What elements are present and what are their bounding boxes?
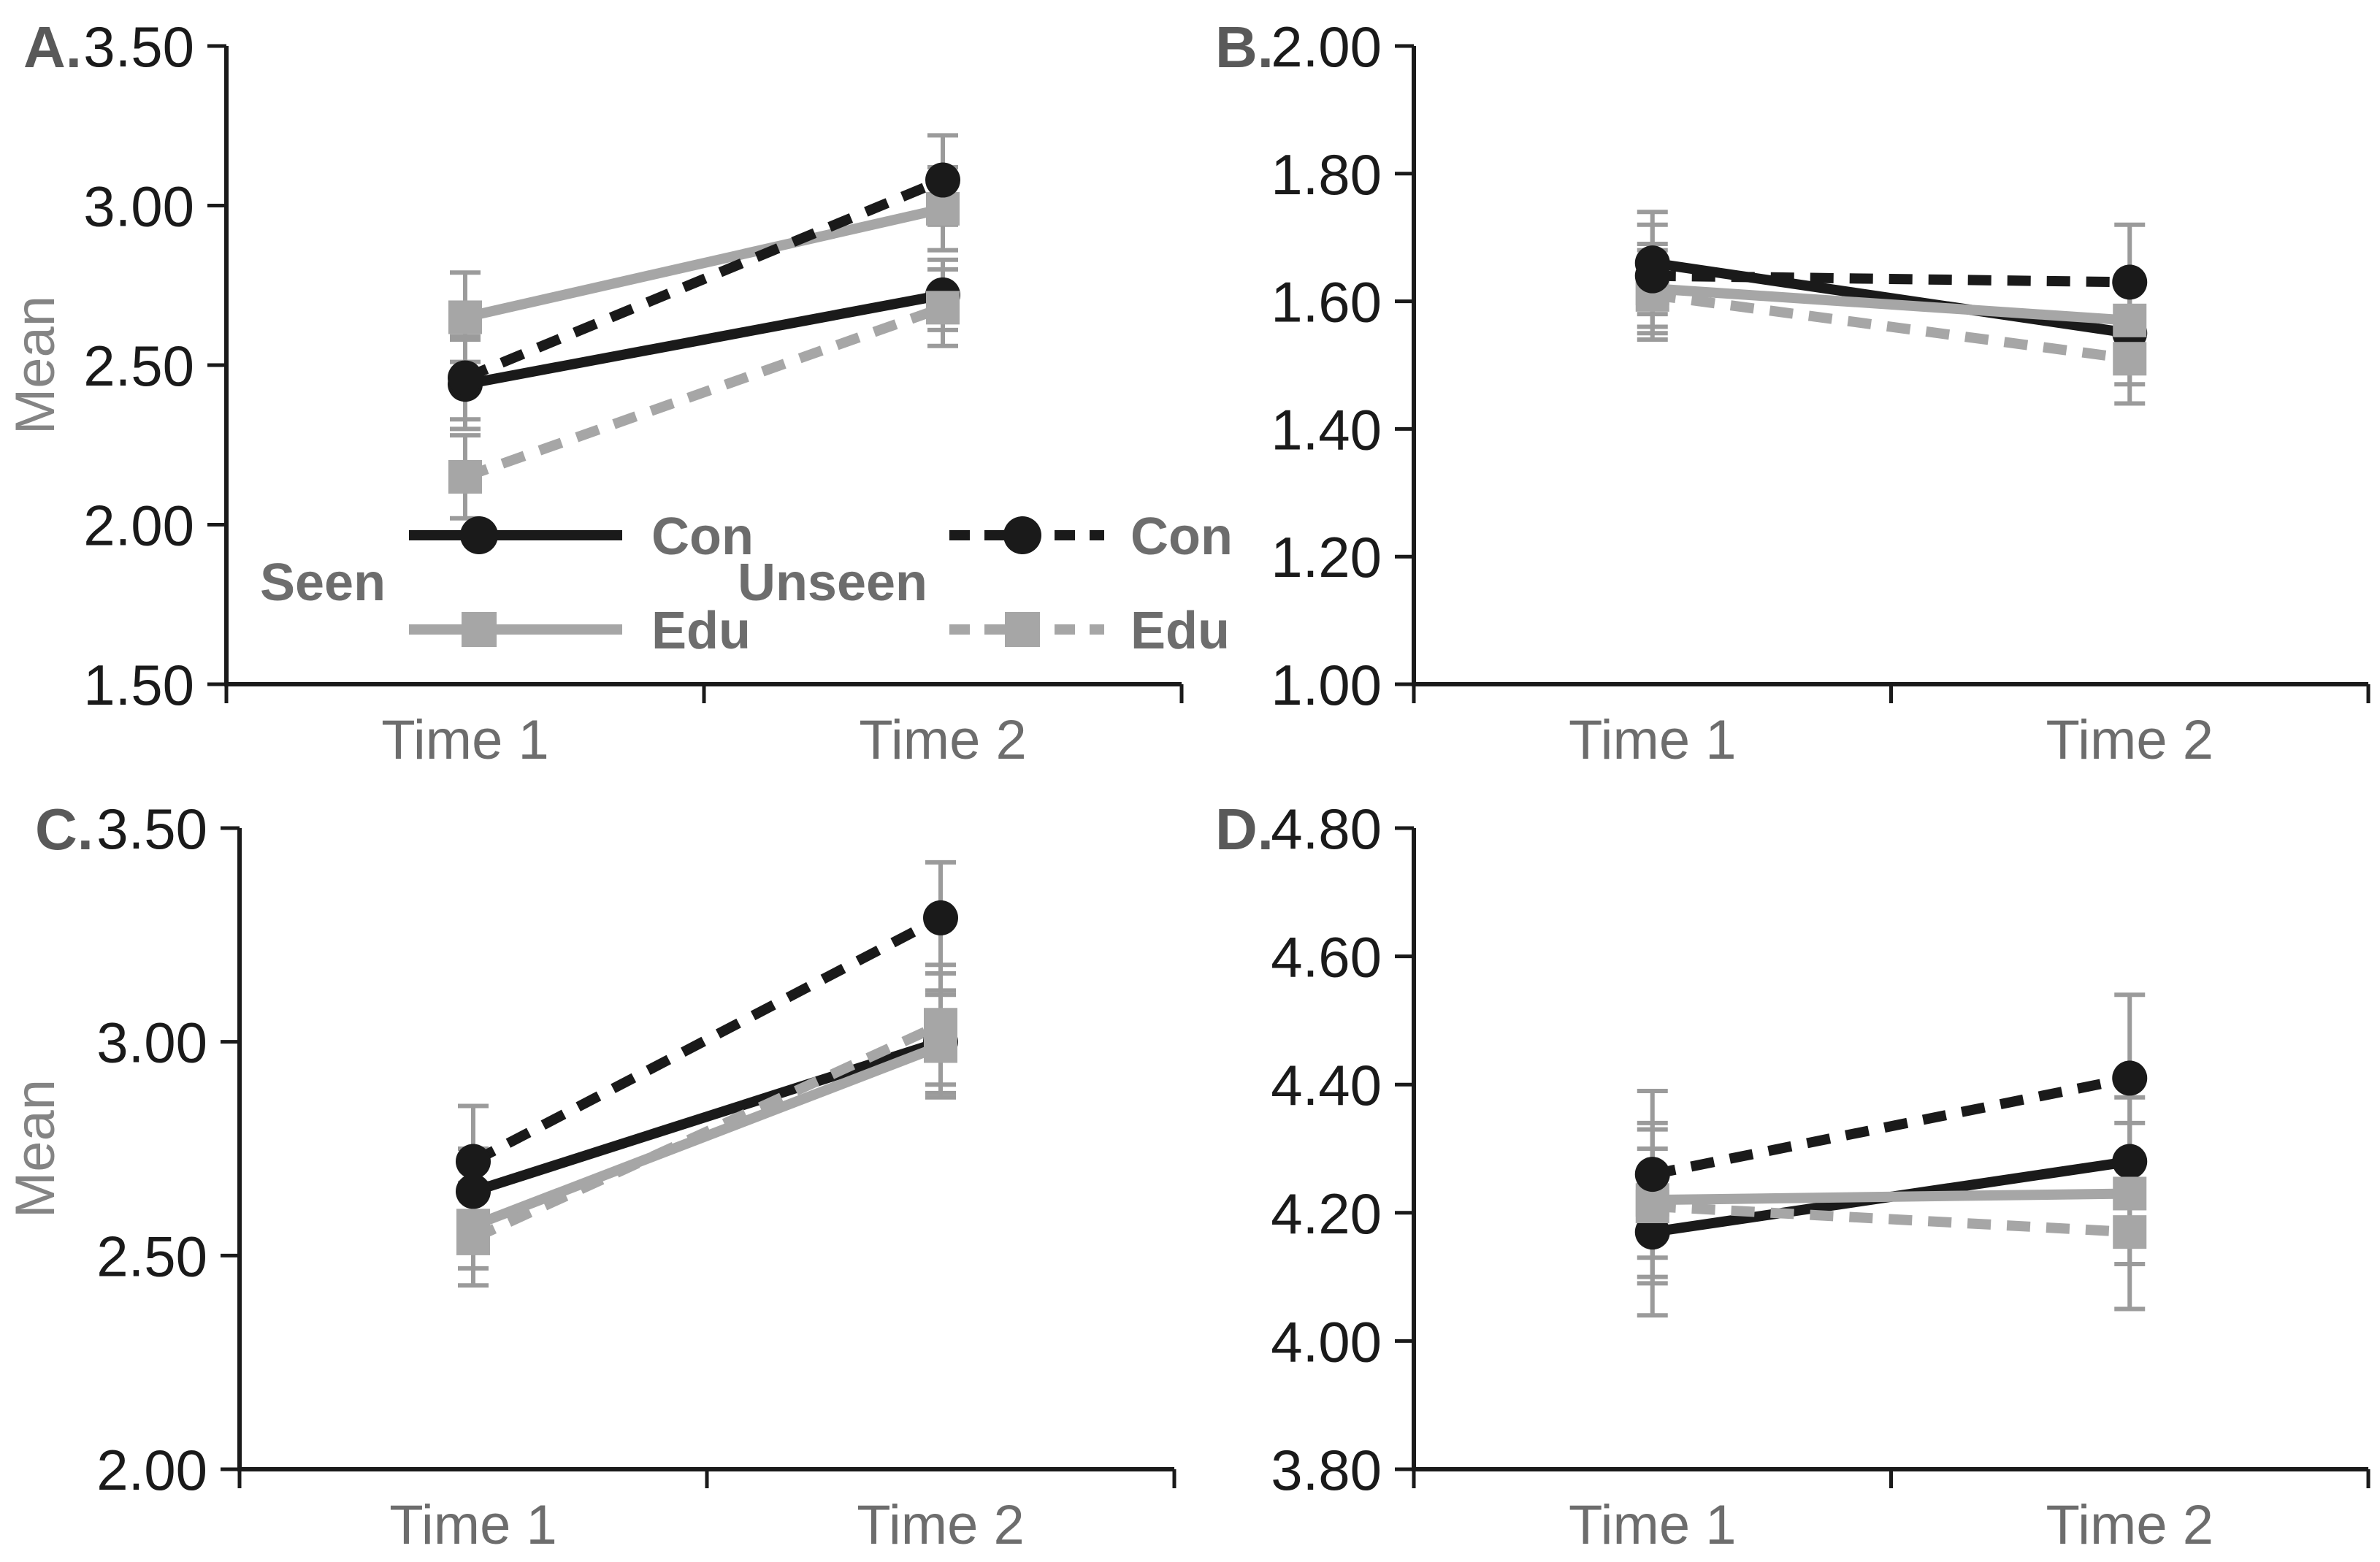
marker-unseen-edu-t1 — [1635, 1190, 1669, 1224]
y-tick-label: 1.60 — [1271, 270, 1382, 334]
marker-seen-edu-t2 — [2113, 303, 2147, 337]
series-line-unseen-edu — [471, 1019, 943, 1244]
marker-unseen-edu-t1 — [448, 459, 482, 494]
x-category-label: Time 2 — [857, 1494, 1024, 1556]
marker-seen-edu-t1 — [448, 300, 482, 334]
y-tick-label: 4.00 — [1271, 1309, 1382, 1374]
y-tick-label: 2.00 — [96, 1438, 207, 1502]
y-tick-label: 2.50 — [96, 1224, 207, 1288]
legend-marker-unseen-con — [1003, 516, 1041, 554]
y-axis-title: Mean — [4, 1079, 66, 1218]
marker-unseen-con-t2 — [925, 162, 960, 198]
y-tick-label: 3.00 — [83, 175, 194, 239]
marker-unseen-con-t2 — [2112, 264, 2148, 300]
legend-marker-seen-con — [460, 516, 498, 554]
y-axis-title: Mean — [4, 296, 66, 434]
marker-unseen-con-t1 — [448, 360, 483, 396]
series-line-seen-con — [464, 289, 944, 390]
x-category-label: Time 2 — [2046, 709, 2213, 771]
y-tick-label: 4.60 — [1271, 925, 1382, 989]
marker-seen-con-t1 — [1634, 1214, 1670, 1250]
x-category-label: Time 2 — [859, 709, 1026, 771]
legend-item-label-unseen-edu: Edu — [1130, 602, 1230, 660]
marker-seen-con-t1 — [456, 1174, 491, 1209]
axes-C — [237, 828, 1174, 1471]
series-line-seen-edu — [1652, 283, 2130, 326]
x-category-label: Time 1 — [1569, 709, 1736, 771]
y-tick-label: 1.20 — [1271, 525, 1382, 589]
series-line-seen-edu — [1652, 1188, 2130, 1206]
x-category-label: Time 1 — [381, 709, 548, 771]
y-tick-label: 2.00 — [83, 494, 194, 558]
y-tick-label: 3.50 — [83, 15, 194, 79]
y-tick-label: 1.50 — [83, 653, 194, 717]
panel-B: 2.00 1.80 1.60 1.40 1.20 1.00 Time 1 Time 2 B. — [1215, 15, 2371, 771]
legend-group-label-seen: Seen — [260, 554, 386, 612]
y-tick-label: 3.80 — [1271, 1438, 1382, 1502]
series-line-unseen-con — [1652, 270, 2130, 288]
legend-item-label-seen-edu: Edu — [651, 602, 751, 660]
marker-unseen-con-t1 — [1634, 258, 1670, 294]
marker-seen-con-t2 — [2112, 1144, 2148, 1179]
marker-unseen-edu-t2 — [2113, 1215, 2147, 1249]
marker-unseen-edu-t1 — [456, 1221, 490, 1255]
panel-label-A: A. — [23, 15, 82, 80]
panel-C: 3.50 3.00 2.50 2.00 Time 1 Time 2 C. Mean — [4, 797, 1176, 1556]
series-line-unseen-edu — [1652, 1201, 2130, 1238]
y-tick-label: 3.50 — [96, 797, 207, 861]
y-tick-label: 4.80 — [1271, 797, 1382, 861]
series-line-unseen-con — [463, 175, 945, 383]
legend-group-label-unseen: Unseen — [738, 554, 927, 612]
series-line-unseen-con — [1651, 1073, 2131, 1179]
marker-unseen-edu-t2 — [924, 1008, 957, 1042]
marker-unseen-con-t2 — [2112, 1060, 2148, 1096]
panel-label-C: C. — [35, 797, 93, 862]
y-tick-label: 4.20 — [1271, 1182, 1382, 1246]
legend-item-label-seen-con: Con — [651, 508, 754, 566]
legend-marker-seen-edu — [462, 612, 497, 647]
panel-label-B: B. — [1215, 15, 1274, 80]
marker-unseen-con-t2 — [923, 900, 958, 935]
series-line-unseen-con — [470, 913, 944, 1166]
legend-marker-unseen-edu — [1005, 612, 1040, 647]
legend-item-label-unseen-con: Con — [1130, 508, 1233, 566]
x-category-label: Time 1 — [389, 1494, 556, 1556]
x-category-label: Time 1 — [1569, 1494, 1736, 1556]
y-tick-label: 1.80 — [1271, 142, 1382, 207]
axes-B — [1412, 46, 2368, 686]
panel-D: 4.80 4.60 4.40 4.20 4.00 3.80 Time 1 Time 2 D. — [1215, 797, 2371, 1556]
y-tick-label: 4.40 — [1271, 1053, 1382, 1117]
panel-A: 3.50 3.00 2.50 2.00 1.50 Time 1 Time 2 A. Mean Se… — [4, 15, 1233, 771]
series-line-unseen-edu — [463, 302, 945, 482]
y-tick-label: 1.40 — [1271, 397, 1382, 462]
marker-seen-edu-t2 — [2113, 1176, 2147, 1211]
x-category-label: Time 2 — [2046, 1494, 2213, 1556]
y-tick-label: 2.50 — [83, 334, 194, 398]
marker-unseen-edu-t2 — [2113, 342, 2147, 376]
y-tick-label: 1.00 — [1271, 653, 1382, 717]
axes-D — [1412, 828, 2368, 1471]
series-line-seen-con — [471, 1036, 943, 1197]
y-tick-label: 3.00 — [96, 1011, 207, 1075]
marker-unseen-edu-t2 — [926, 291, 960, 325]
series-line-seen-edu — [464, 204, 944, 323]
panel-label-D: D. — [1215, 797, 1274, 862]
marker-unseen-con-t1 — [1634, 1157, 1670, 1192]
series-line-unseen-edu — [1651, 289, 2131, 364]
marker-unseen-con-t1 — [456, 1144, 491, 1179]
y-tick-label: 2.00 — [1271, 15, 1382, 79]
